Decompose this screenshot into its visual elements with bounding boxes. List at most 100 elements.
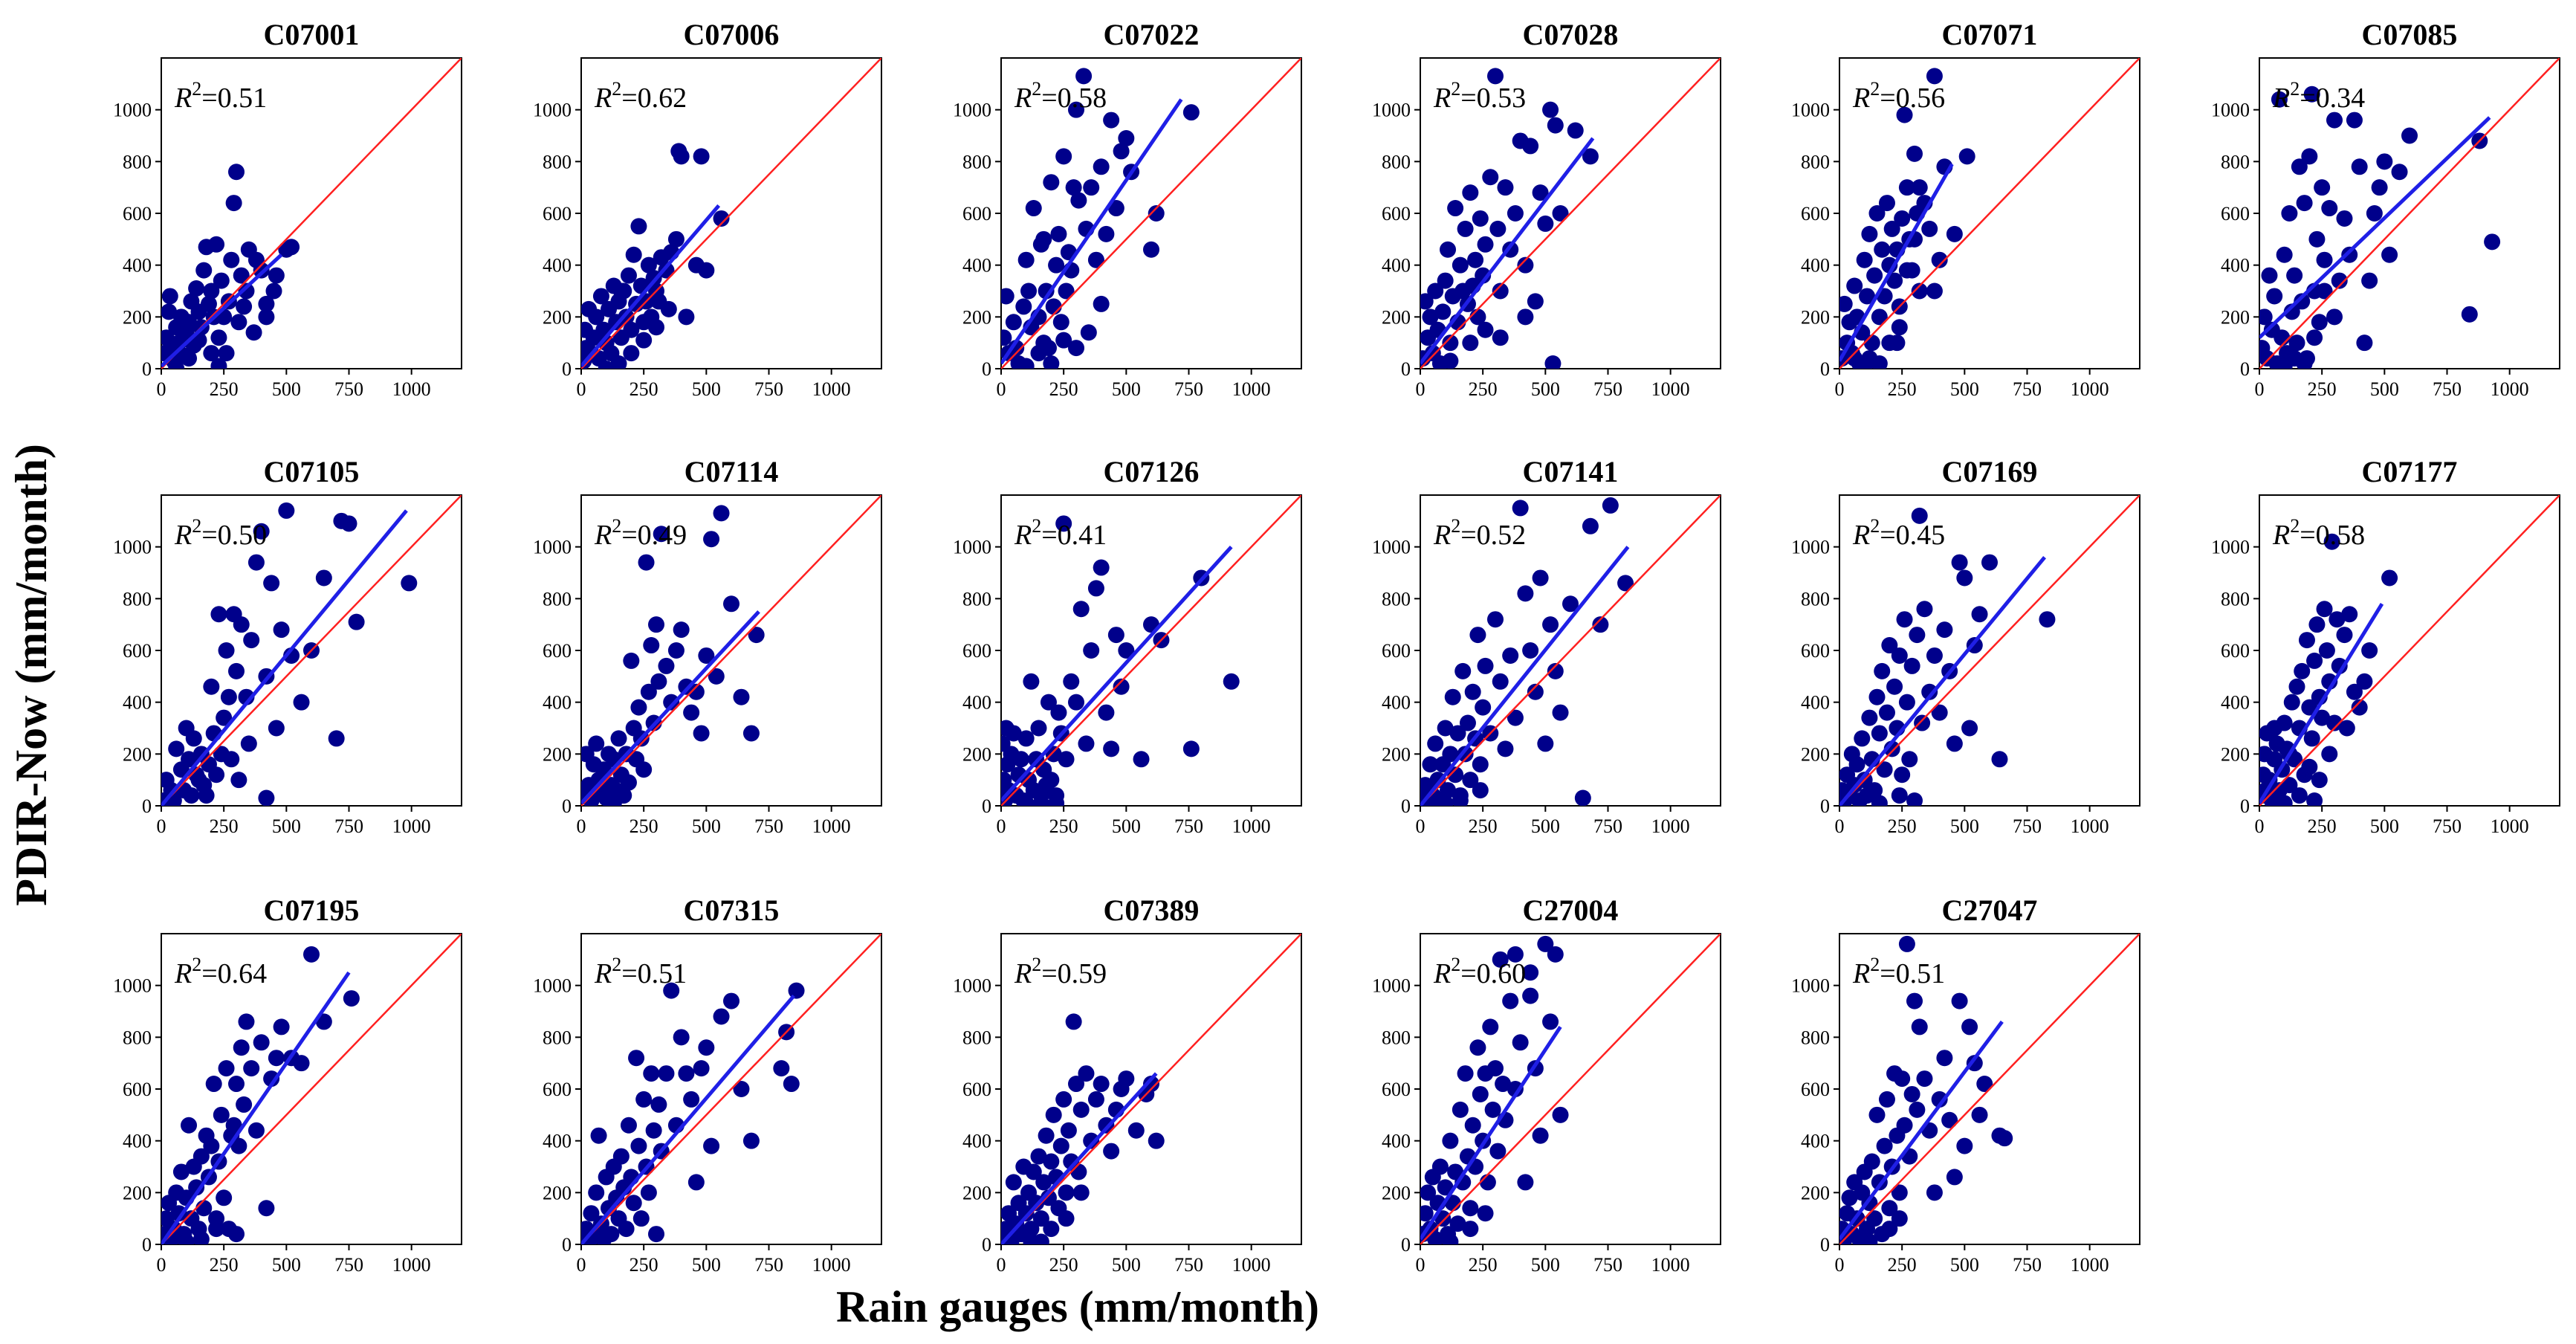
data-point bbox=[1881, 1200, 1898, 1217]
r-symbol: R bbox=[174, 520, 192, 551]
r-squared-annotation: R2=0.52 bbox=[1433, 515, 1526, 551]
y-tick-label: 600 bbox=[543, 1079, 572, 1100]
data-point bbox=[1883, 220, 1900, 237]
data-point bbox=[1449, 1215, 1466, 1232]
data-point bbox=[1876, 1137, 1893, 1154]
data-point bbox=[236, 298, 253, 315]
scatter-panel-C07071: C07071 0 200 400 600 800 1000 0 250 500 750 1000 R2=… bbox=[1791, 18, 2140, 400]
y-tick-label: 200 bbox=[962, 1182, 991, 1204]
data-point bbox=[693, 725, 710, 742]
r-squared-value: =0.34 bbox=[2300, 83, 2365, 114]
data-point bbox=[1971, 1106, 1988, 1123]
x-tick-label: 1000 bbox=[1232, 1254, 1271, 1276]
data-point bbox=[1103, 112, 1120, 129]
data-point bbox=[1886, 272, 1903, 289]
data-point bbox=[2371, 179, 2388, 196]
data-point bbox=[2283, 303, 2300, 320]
panel-title: C07022 bbox=[1104, 18, 1200, 51]
x-axis-label: Rain gauges (mm/month) bbox=[836, 1282, 1319, 1331]
superscript-2: 2 bbox=[1870, 954, 1880, 975]
data-point bbox=[625, 246, 642, 263]
data-point bbox=[1846, 350, 1863, 367]
panel-title: C07114 bbox=[685, 455, 779, 488]
data-point bbox=[2296, 355, 2313, 369]
data-point bbox=[2261, 772, 2278, 789]
data-point bbox=[733, 688, 750, 705]
x-tick-label: 750 bbox=[2013, 815, 2042, 837]
data-point bbox=[1592, 616, 1609, 633]
data-point bbox=[245, 324, 262, 341]
data-point bbox=[1462, 1200, 1479, 1217]
data-point bbox=[1023, 1221, 1040, 1238]
data-point bbox=[1052, 1137, 1069, 1154]
scatter-panel-C07085: C07085 0 200 400 600 800 1000 0 250 500 750 1000 R2=… bbox=[2211, 18, 2560, 400]
scatter-panel-C07177: C07177 0 200 400 600 800 1000 0 250 500 750 1000 R2=… bbox=[2211, 455, 2560, 837]
r-symbol: R bbox=[1014, 958, 1032, 989]
data-point bbox=[1532, 1127, 1549, 1144]
data-point bbox=[1911, 282, 1928, 300]
data-point bbox=[340, 515, 357, 532]
y-tick-label: 200 bbox=[1801, 743, 1830, 765]
data-point bbox=[1005, 314, 1022, 331]
regression-line bbox=[1420, 137, 1595, 365]
y-tick-label: 200 bbox=[1382, 743, 1411, 765]
data-points bbox=[161, 946, 360, 1244]
data-point bbox=[1512, 1034, 1529, 1051]
data-point bbox=[1846, 277, 1863, 294]
data-point bbox=[610, 730, 627, 747]
y-tick-label: 0 bbox=[142, 1234, 152, 1256]
regression-line bbox=[1001, 545, 1233, 802]
data-point bbox=[1035, 1174, 1052, 1191]
data-point bbox=[1422, 308, 1439, 326]
data-point bbox=[208, 766, 225, 784]
data-point bbox=[1544, 355, 1562, 369]
y-tick-label: 1000 bbox=[1372, 100, 1411, 121]
y-tick-label: 400 bbox=[543, 255, 572, 277]
data-point bbox=[1916, 601, 1933, 618]
y-tick-label: 600 bbox=[123, 203, 152, 224]
data-point bbox=[1427, 282, 1444, 300]
y-tick-label: 400 bbox=[962, 255, 991, 277]
data-point bbox=[1072, 1101, 1090, 1118]
data-point bbox=[247, 554, 265, 571]
y-tick-label: 600 bbox=[123, 1079, 152, 1100]
x-tick-label: 1000 bbox=[1651, 815, 1690, 837]
data-point bbox=[1477, 321, 1494, 338]
data-point bbox=[1005, 725, 1022, 742]
x-tick-label: 0 bbox=[1416, 815, 1425, 837]
data-point bbox=[2318, 642, 2335, 659]
data-point bbox=[1017, 251, 1035, 268]
data-point bbox=[1431, 1158, 1449, 1175]
data-point bbox=[1517, 585, 1534, 602]
r-squared-annotation: R2=0.53 bbox=[1433, 78, 1526, 114]
data-point bbox=[645, 1122, 662, 1139]
data-point bbox=[218, 345, 235, 362]
data-point bbox=[172, 1163, 190, 1180]
data-point bbox=[1547, 662, 1564, 679]
data-point bbox=[1487, 68, 1504, 85]
data-point bbox=[708, 668, 725, 685]
data-point bbox=[1936, 621, 1953, 639]
data-point bbox=[1881, 637, 1898, 654]
regression-line bbox=[161, 971, 351, 1244]
data-point bbox=[1996, 1130, 2013, 1147]
data-point bbox=[1891, 1184, 1908, 1201]
data-point bbox=[1859, 288, 1876, 305]
panel-title: C07085 bbox=[2362, 18, 2458, 51]
data-point bbox=[1891, 1210, 1908, 1227]
data-point bbox=[1043, 1153, 1060, 1170]
data-point bbox=[650, 673, 667, 690]
data-point bbox=[181, 751, 198, 768]
superscript-2: 2 bbox=[612, 78, 621, 100]
data-point bbox=[1043, 1221, 1060, 1238]
y-tick-label: 200 bbox=[123, 743, 152, 765]
data-point bbox=[1055, 148, 1072, 165]
data-point bbox=[1489, 1143, 1507, 1160]
data-point bbox=[1469, 627, 1486, 644]
x-tick-label: 250 bbox=[210, 1254, 239, 1276]
y-tick-label: 0 bbox=[562, 1234, 572, 1256]
data-point bbox=[1030, 345, 1047, 362]
panel-title: C07177 bbox=[2362, 455, 2458, 488]
data-points bbox=[161, 502, 418, 806]
x-tick-label: 250 bbox=[1888, 378, 1917, 400]
